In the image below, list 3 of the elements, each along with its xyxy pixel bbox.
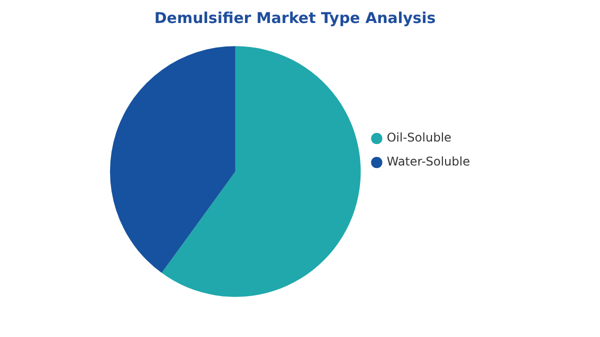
legend-label: Water-Soluble [386,154,470,169]
chart-title: Demulsifier Market Type Analysis [154,8,436,27]
legend-label: Oil-Soluble [386,130,452,145]
